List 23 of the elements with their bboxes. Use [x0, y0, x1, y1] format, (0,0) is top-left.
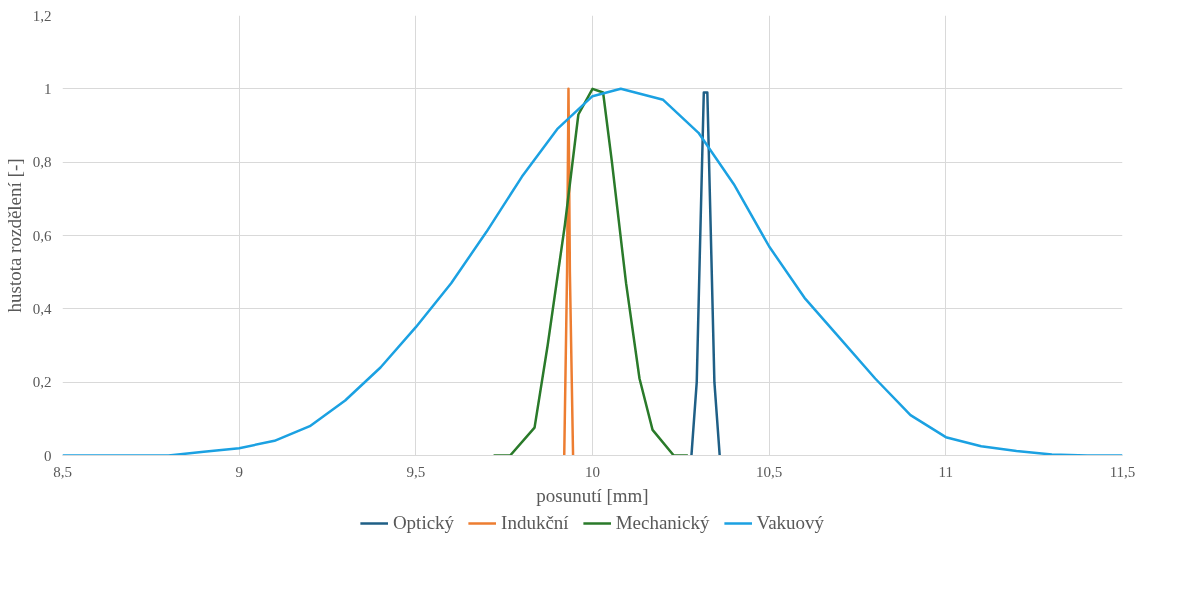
- x-axis-title: posunutí [mm]: [536, 484, 649, 506]
- x-tick-label: 9: [235, 463, 243, 480]
- legend-label: Indukční: [501, 512, 569, 534]
- y-tick-label: 0,4: [32, 300, 52, 317]
- y-tick-label: 0,8: [32, 154, 52, 171]
- x-tick-label: 11,5: [1109, 463, 1136, 480]
- x-tick-label: 9,5: [406, 463, 426, 480]
- x-tick-label: 10: [585, 463, 600, 480]
- x-tick-label: 8,5: [53, 463, 72, 480]
- y-axis-title: hustota rozdělení [-]: [3, 158, 25, 313]
- line-series: [62, 87, 1123, 456]
- y-tick-label: 0,6: [32, 227, 52, 244]
- y-tick-label: 1,2: [32, 7, 52, 24]
- line-series: [492, 87, 690, 456]
- line-series: [690, 91, 721, 456]
- legend-label: Optický: [392, 512, 455, 534]
- x-tick-label: 10,5: [756, 463, 783, 480]
- y-tick-label: 0,2: [32, 374, 52, 391]
- x-tick-label: 11: [938, 463, 954, 480]
- y-tick-label: 1: [44, 80, 52, 97]
- legend-label: Mechanický: [615, 512, 710, 534]
- legend-label: Vakuový: [756, 512, 825, 534]
- y-tick-label: 0: [44, 447, 52, 464]
